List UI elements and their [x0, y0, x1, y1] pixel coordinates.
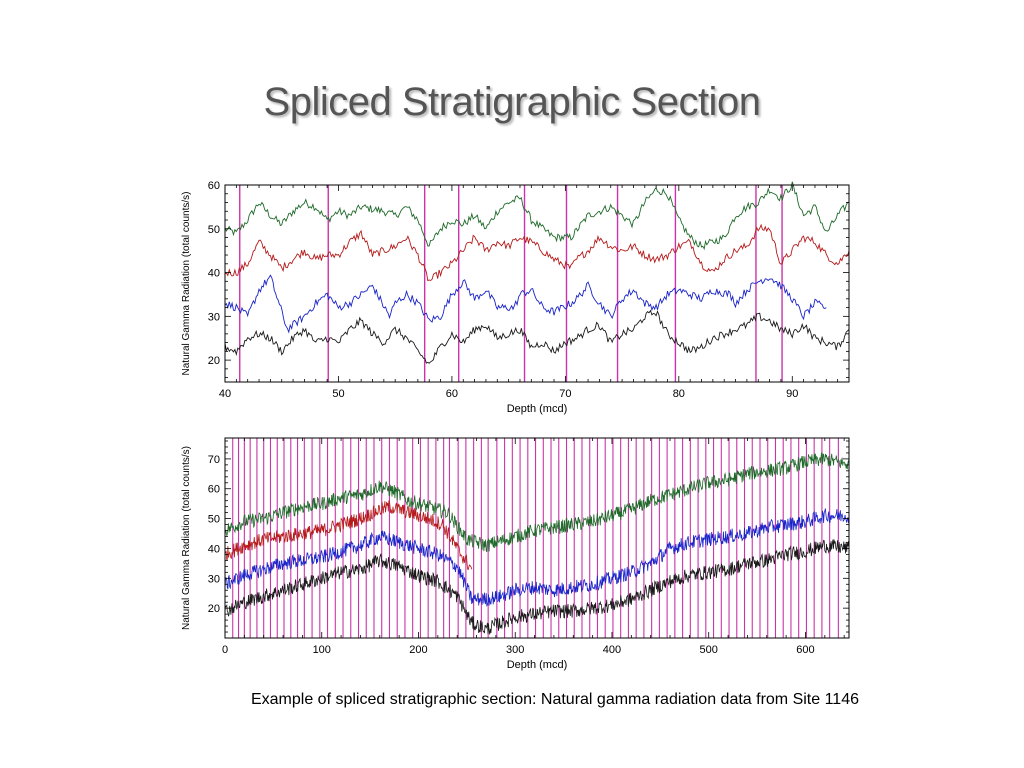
y-tick-label: 30 — [208, 311, 220, 323]
x-tick-label: 100 — [313, 644, 331, 656]
x-tick-label: 90 — [786, 388, 798, 400]
y-tick-label: 60 — [208, 484, 220, 496]
y-tick-label: 40 — [208, 543, 220, 555]
x-tick-label: 300 — [506, 644, 524, 656]
x-tick-label: 80 — [673, 388, 685, 400]
x-tick-label: 200 — [409, 644, 427, 656]
y-tick-label: 20 — [208, 603, 220, 615]
y-tick-label: 50 — [208, 224, 220, 236]
series-line-green — [224, 452, 850, 553]
series-line-red — [224, 500, 473, 571]
series-line-green — [224, 181, 849, 251]
charts-canvas: 40 50 60 70 80 90 20 30 40 50 60 Depth (mcd) Natural… — [181, 180, 850, 671]
series-line-blue — [224, 508, 850, 607]
series-line-red — [224, 223, 850, 282]
y-tick-label: 40 — [208, 268, 220, 280]
y-tick-label: 70 — [208, 454, 220, 466]
y-tick-label: 60 — [208, 180, 220, 192]
series-line-blue — [224, 274, 827, 334]
y-tick-label: 20 — [208, 355, 220, 367]
x-axis-label: Depth (mcd) — [507, 403, 568, 415]
series-line-black — [224, 309, 850, 364]
y-axis-label: Natural Gamma Radiation (total counts/s) — [181, 446, 192, 630]
plot-frame — [224, 437, 850, 639]
x-tick-label: 400 — [603, 644, 621, 656]
slide-title: Spliced Stratigraphic Section — [263, 80, 761, 124]
series-line-black — [224, 539, 850, 635]
figure-caption: Example of spliced stratigraphic section… — [250, 691, 859, 708]
y-axis-label: Natural Gamma Radiation (total counts/s) — [181, 192, 192, 376]
x-tick-label: 40 — [219, 388, 231, 400]
x-axis-label: Depth (mcd) — [507, 659, 568, 671]
y-tick-label: 30 — [208, 573, 220, 585]
plot-frame — [224, 184, 850, 383]
y-tick-label: 50 — [208, 514, 220, 526]
x-tick-label: 50 — [332, 388, 344, 400]
x-tick-label: 500 — [700, 644, 718, 656]
x-tick-label: 0 — [222, 644, 228, 656]
chart-2: 0 100 200 300 400 500 600 20 30 40 50 60 70 Depth (mc… — [181, 437, 850, 671]
x-tick-label: 60 — [446, 388, 458, 400]
chart-1: 40 50 60 70 80 90 20 30 40 50 60 Depth (mcd) Natural… — [181, 180, 850, 415]
x-tick-label: 70 — [559, 388, 571, 400]
x-tick-label: 600 — [796, 644, 814, 656]
